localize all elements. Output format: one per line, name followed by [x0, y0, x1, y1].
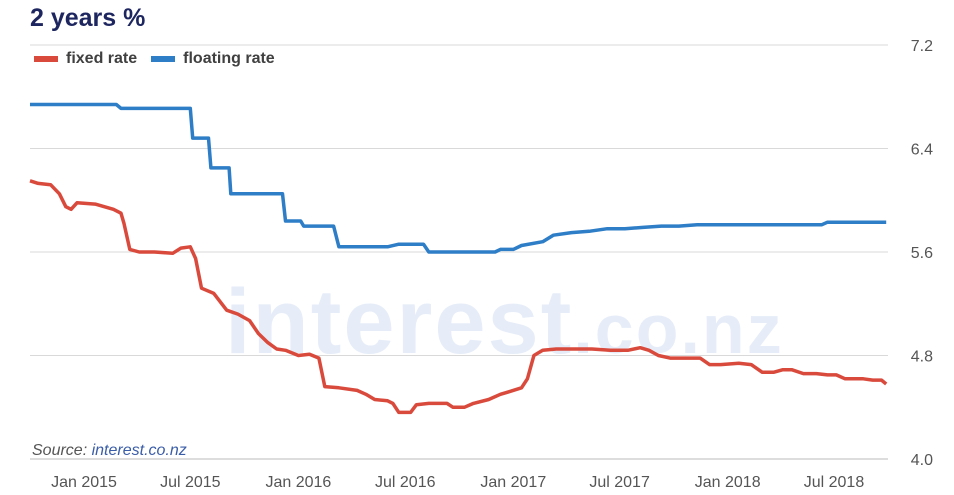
x-axis-ticks: Jan 2015 Jul 2015 Jan 2016 Jul 2016 Jan 2017…	[51, 474, 864, 491]
x-tick-label: Jul 2016	[375, 474, 436, 491]
legend-item-fixed-rate[interactable]: fixed rate	[34, 50, 137, 68]
y-tick-label: 5.6	[911, 245, 933, 262]
y-tick-label: 6.4	[911, 142, 933, 159]
y-tick-label: 4.8	[911, 349, 933, 366]
y-tick-label: 4.0	[911, 452, 933, 469]
legend-swatch-floating-rate	[151, 56, 176, 62]
series-line-floating-rate[interactable]	[30, 102, 887, 254]
source-note: Source: interest.co.nz	[32, 442, 187, 460]
source-prefix: Source:	[32, 442, 88, 459]
x-tick-label: Jul 2015	[160, 474, 221, 491]
y-axis-ticks: 7.2 6.4 5.6 4.8 4.0	[911, 38, 933, 469]
legend-label-fixed-rate: fixed rate	[66, 50, 138, 67]
y-tick-label: 7.2	[911, 38, 933, 55]
series-lines	[29, 102, 888, 415]
legend-label-floating-rate: floating rate	[183, 50, 275, 67]
x-tick-label: Jan 2015	[51, 474, 117, 491]
source-link[interactable]: interest.co.nz	[91, 442, 187, 459]
x-tick-label: Jul 2017	[589, 474, 650, 491]
legend-swatch-fixed-rate	[34, 56, 58, 62]
legend-item-floating-rate[interactable]: floating rate	[151, 50, 275, 68]
x-tick-label: Jan 2016	[265, 474, 331, 491]
x-tick-label: Jan 2017	[480, 474, 546, 491]
chart-title: 2 years %	[30, 4, 146, 32]
legend: fixed rate floating rate	[34, 50, 289, 68]
x-tick-label: Jan 2018	[695, 474, 761, 491]
x-tick-label: Jul 2018	[804, 474, 865, 491]
series-line-fixed-rate[interactable]	[29, 179, 888, 415]
